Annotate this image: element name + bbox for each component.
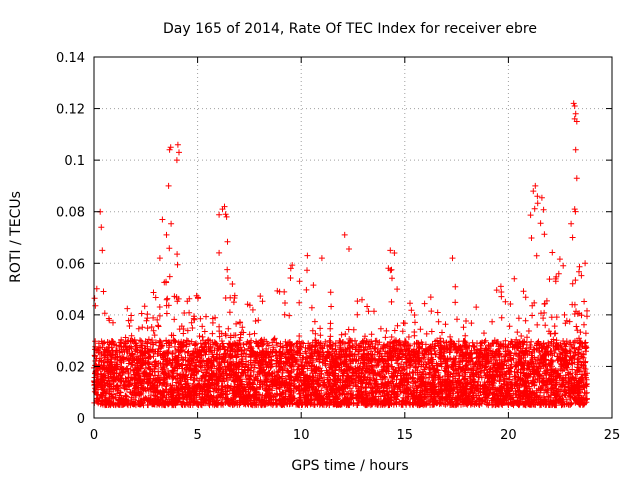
data-points	[91, 100, 590, 409]
x-tick-label: 20	[500, 428, 517, 443]
y-tick-label: 0	[77, 412, 85, 427]
plot-frame	[93, 56, 613, 419]
x-tick-labels: 0 5 10 15 20 25	[90, 428, 620, 443]
chart-title: Day 165 of 2014, Rate Of TEC Index for r…	[163, 21, 537, 37]
y-tick-label: 0.12	[56, 103, 85, 118]
x-tick-label: 15	[397, 428, 414, 443]
y-tick-label: 0.04	[56, 309, 85, 324]
x-tick-label: 10	[293, 428, 310, 443]
y-tick-label: 0.06	[56, 257, 85, 272]
x-tick-label: 5	[193, 428, 201, 443]
y-tick-label: 0.02	[56, 360, 85, 375]
roti-markers	[91, 100, 590, 409]
y-tick-label: 0.1	[64, 154, 85, 169]
y-axis-label: ROTI / TECUs	[8, 191, 24, 283]
y-tick-label: 0.14	[56, 51, 85, 66]
x-tick-label: 25	[604, 428, 621, 443]
x-tick-label: 0	[90, 428, 98, 443]
x-axis-label: GPS time / hours	[291, 458, 408, 474]
y-tick-labels: 0 0.02 0.04 0.06 0.08 0.1 0.12 0.14	[56, 51, 85, 427]
y-tick-label: 0.08	[56, 206, 85, 221]
axis-ticks	[93, 56, 613, 419]
